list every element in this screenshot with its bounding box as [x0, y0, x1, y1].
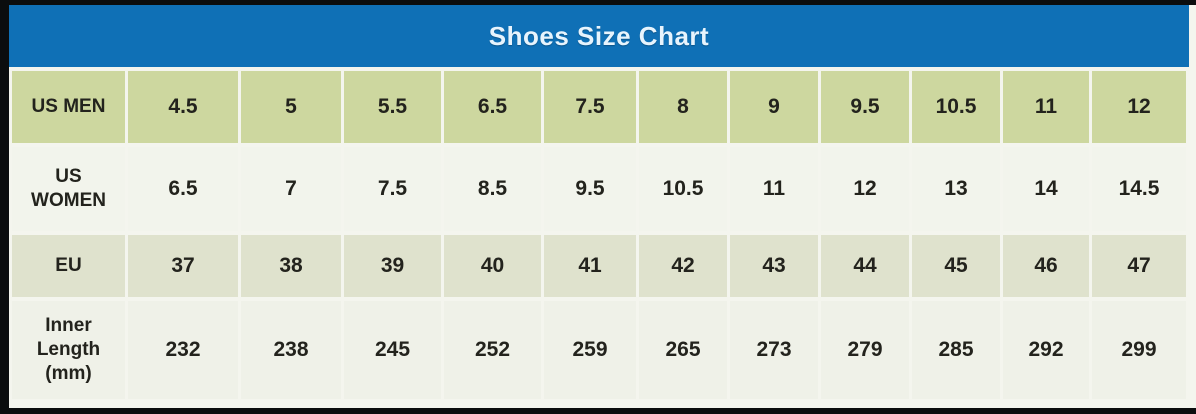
size-cell: 14.5 [1092, 147, 1186, 231]
row-label-text: Length [36, 339, 101, 360]
row-label-text: EU [55, 255, 82, 276]
size-cell: 259 [544, 301, 636, 399]
size-cell: 265 [639, 301, 727, 399]
row-label-us-women: US WOMEN [12, 147, 125, 231]
size-cell: 39 [344, 235, 441, 297]
size-cell: 11 [730, 147, 818, 231]
size-cell: 273 [730, 301, 818, 399]
size-cell: 7.5 [544, 71, 636, 143]
table-row-us-men: US MEN 4.5 5 5.5 6.5 7.5 8 9 9.5 10.5 11… [12, 71, 1186, 143]
size-cell: 13 [912, 147, 1000, 231]
size-cell: 12 [821, 147, 909, 231]
size-cell: 43 [730, 235, 818, 297]
size-cell: 6.5 [128, 147, 238, 231]
size-chart-panel: Shoes Size Chart US MEN 4.5 5 5.5 6.5 [9, 5, 1196, 408]
size-cell: 7.5 [344, 147, 441, 231]
size-table: US MEN 4.5 5 5.5 6.5 7.5 8 9 9.5 10.5 11… [9, 67, 1189, 403]
row-label-us-men: US MEN [12, 71, 125, 143]
size-cell: 11 [1003, 71, 1089, 143]
chart-title: Shoes Size Chart [488, 20, 710, 51]
size-cell: 252 [444, 301, 541, 399]
table-row-inner-length: Inner Length (mm) 232 238 245 252 259 26… [12, 301, 1186, 399]
size-cell: 44 [821, 235, 909, 297]
size-cell: 4.5 [128, 71, 238, 143]
chart-header: Shoes Size Chart [9, 5, 1189, 67]
size-cell: 46 [1003, 235, 1089, 297]
size-cell: 9.5 [544, 147, 636, 231]
size-cell: 40 [444, 235, 541, 297]
size-cell: 9.5 [821, 71, 909, 143]
size-cell: 38 [241, 235, 341, 297]
row-label-text: US MEN [31, 96, 106, 117]
size-cell: 238 [241, 301, 341, 399]
size-cell: 47 [1092, 235, 1186, 297]
size-cell: 5.5 [344, 71, 441, 143]
size-cell: 9 [730, 71, 818, 143]
size-cell: 299 [1092, 301, 1186, 399]
table-row-us-women: US WOMEN 6.5 7 7.5 8.5 9.5 10.5 11 12 13… [12, 147, 1186, 231]
size-cell: 8.5 [444, 147, 541, 231]
size-cell: 245 [344, 301, 441, 399]
size-cell: 232 [128, 301, 238, 399]
size-cell: 10.5 [912, 71, 1000, 143]
size-cell: 37 [128, 235, 238, 297]
size-cell: 8 [639, 71, 727, 143]
size-cell: 10.5 [639, 147, 727, 231]
row-label-text: WOMEN [31, 190, 106, 211]
row-label-text: (mm) [45, 363, 92, 384]
size-cell: 14 [1003, 147, 1089, 231]
size-cell: 41 [544, 235, 636, 297]
row-label-text: Inner [45, 315, 92, 336]
size-cell: 45 [912, 235, 1000, 297]
size-cell: 42 [639, 235, 727, 297]
row-label-text: US [55, 166, 82, 187]
size-cell: 292 [1003, 301, 1089, 399]
row-label-inner-length: Inner Length (mm) [12, 301, 125, 399]
size-cell: 12 [1092, 71, 1186, 143]
size-cell: 5 [241, 71, 341, 143]
size-cell: 279 [821, 301, 909, 399]
size-cell: 6.5 [444, 71, 541, 143]
size-cell: 7 [241, 147, 341, 231]
size-cell: 285 [912, 301, 1000, 399]
row-label-eu: EU [12, 235, 125, 297]
table-row-eu: EU 37 38 39 40 41 42 43 44 45 46 47 [12, 235, 1186, 297]
